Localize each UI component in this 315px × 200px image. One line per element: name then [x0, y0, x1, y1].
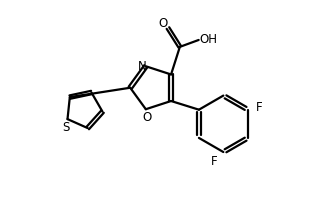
- Text: F: F: [255, 101, 262, 113]
- Text: OH: OH: [200, 33, 218, 46]
- Text: F: F: [211, 155, 217, 167]
- Text: S: S: [62, 120, 70, 133]
- Text: N: N: [138, 60, 146, 73]
- Text: O: O: [158, 17, 168, 30]
- Text: O: O: [143, 110, 152, 123]
